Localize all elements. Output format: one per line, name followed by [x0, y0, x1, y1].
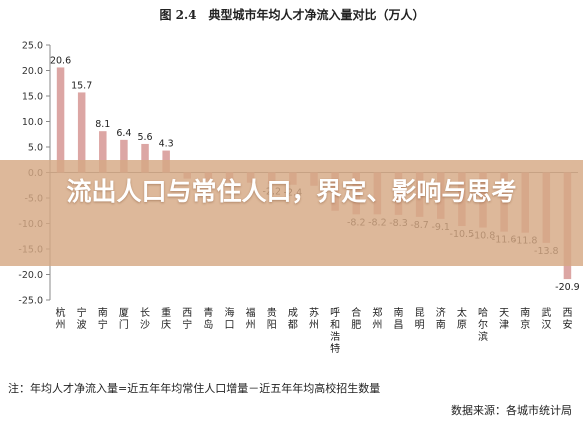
category-label: 济南	[436, 306, 446, 331]
y-tick-label: 20.0	[22, 66, 43, 77]
y-tick-label: 10.0	[22, 117, 43, 128]
category-label: 天津	[499, 308, 509, 331]
category-label: 福州	[246, 306, 256, 331]
data-label: 5.6	[137, 132, 152, 143]
category-label: 南宁	[98, 306, 108, 331]
chart-note: 注：年均人才净流入量=近五年年均常住人口增量－近五年年均高校招生数量	[8, 381, 380, 395]
y-tick-label: -25.0	[18, 296, 43, 307]
category-label: 南昌	[393, 306, 403, 331]
bar	[99, 131, 107, 173]
data-label: 6.4	[116, 128, 131, 139]
article-title-banner: 流出人口与常住人口，界定、影响与思考	[0, 160, 583, 266]
bar	[56, 67, 65, 173]
category-label: 宁波	[77, 306, 87, 331]
category-label: 青岛	[203, 306, 213, 331]
category-label: 西宁	[182, 308, 192, 331]
data-label: 8.1	[95, 119, 110, 130]
category-label: 杭州	[56, 306, 66, 331]
bar	[120, 139, 128, 173]
category-label: 西安	[562, 308, 572, 331]
y-tick-label: 25.0	[22, 41, 43, 52]
category-label: 武汉	[541, 306, 551, 331]
category-label: 太原	[457, 306, 467, 331]
category-label: 贵阳	[267, 306, 277, 331]
bar	[141, 143, 149, 173]
bar	[77, 92, 86, 173]
article-title: 流出人口与常住人口，界定、影响与思考	[66, 177, 517, 206]
chart-source: 数据来源：各城市统计局	[451, 403, 572, 417]
data-label: 4.3	[159, 139, 174, 150]
y-tick-label: 15.0	[22, 92, 43, 103]
data-label: -20.9	[555, 282, 580, 293]
category-label: 海口	[225, 306, 235, 331]
y-tick-label: 5.0	[28, 143, 43, 154]
category-label: 长沙	[140, 307, 150, 331]
category-label: 南京	[520, 306, 530, 331]
category-label: 厦门	[119, 307, 129, 331]
category-label: 重庆	[161, 306, 171, 331]
category-label: 合肥	[351, 306, 361, 331]
category-label: 郑州	[372, 306, 382, 331]
category-label: 苏州	[309, 306, 319, 331]
data-label: 15.7	[71, 80, 92, 91]
y-tick-label: -20.0	[18, 270, 43, 281]
category-label: 昆明	[415, 307, 425, 331]
chart-title: 图 2.4 典型城市年均人才净流入量对比（万人）	[159, 7, 424, 22]
data-label: 20.6	[50, 55, 71, 66]
category-label: 哈尔滨	[478, 306, 488, 343]
category-label: 呼和浩特	[330, 307, 340, 355]
category-label: 成都	[288, 307, 298, 331]
